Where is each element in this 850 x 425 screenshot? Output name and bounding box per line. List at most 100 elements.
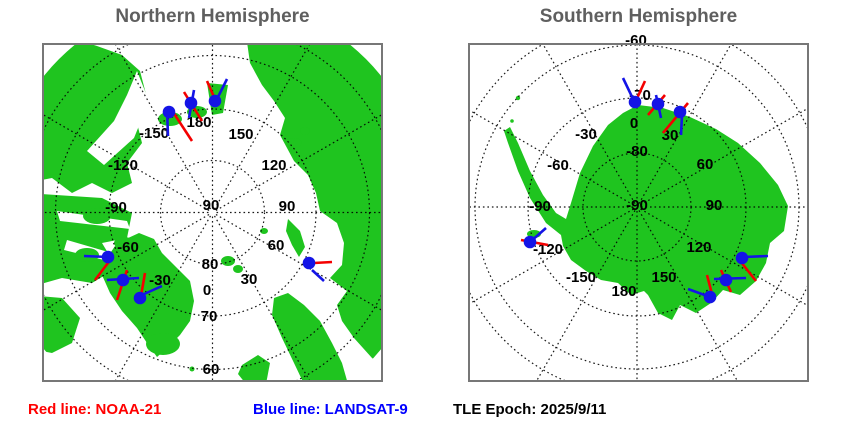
island-svalbard-1 — [221, 256, 235, 266]
legend: Red line: NOAA-21 Blue line: LANDSAT-9 T… — [0, 401, 850, 421]
longitude-label: 90 — [706, 197, 723, 214]
graticule-meridian-line — [114, 215, 212, 381]
longitude-label: 0 — [630, 115, 638, 132]
latitude-label: 70 — [201, 308, 218, 325]
south-map-title: Southern Hemisphere — [539, 6, 738, 27]
sno-crossing-dot — [133, 291, 147, 305]
island-laptev-1 — [286, 138, 302, 148]
longitude-label: -120 — [533, 241, 563, 258]
longitude-label: -60 — [117, 239, 139, 256]
longitude-label: 180 — [186, 114, 211, 131]
bering-strait-water — [87, 71, 149, 165]
sno-crossing-dot — [116, 273, 130, 287]
sno-crossing-dot — [101, 250, 115, 264]
landmass-scandinavia — [272, 293, 348, 381]
sno-crossing-dot — [703, 290, 717, 304]
longitude-label: 30 — [662, 127, 679, 144]
longitude-label: -150 — [139, 125, 169, 142]
longitude-label: 120 — [261, 157, 286, 174]
longitude-label: -30 — [575, 126, 597, 143]
landsat9-track-segment — [311, 269, 325, 282]
sno-crossing-dot — [719, 273, 733, 287]
longitude-label: -150 — [566, 269, 596, 286]
north-hemisphere-map: 180 150 -150 120 -120 90 -90 60 -60 30 -30 0 90 80 70 6… — [42, 43, 383, 382]
island-svalbard-2 — [233, 265, 243, 273]
north-label-layer: 180 150 -150 120 -120 90 -90 60 -60 30 -30 0 90 80 70 6… — [105, 114, 295, 378]
north-map-title: Northern Hemisphere — [115, 6, 310, 27]
longitude-label: 90 — [279, 198, 296, 215]
longitude-label: -60 — [547, 157, 569, 174]
latitude-label: 90 — [203, 197, 220, 214]
longitude-label: 180 — [611, 283, 636, 300]
south-map-frame — [468, 43, 809, 382]
sno-crossing-dot — [673, 105, 687, 119]
island-speck-2 — [510, 119, 514, 123]
noaa21-track-segment — [739, 261, 758, 282]
sno-crossing-dot — [162, 105, 176, 119]
latitude-label: -60 — [625, 32, 647, 49]
longitude-label: -90 — [529, 198, 551, 215]
sno-crossing-dot — [184, 96, 198, 110]
landmass-greenland — [102, 233, 194, 357]
graticule-meridian-line — [43, 213, 210, 312]
longitude-label: 60 — [697, 156, 714, 173]
longitude-label: 120 — [686, 239, 711, 256]
graticule-meridian-line — [469, 208, 634, 305]
graticule-parallel-circle — [159, 159, 266, 266]
graticule-meridian-line — [215, 113, 382, 212]
landmass-group — [43, 44, 382, 381]
latitude-label: 60 — [203, 361, 220, 378]
south-hemisphere-map: 030-3060-6090-90120-120150-150180-60-70-… — [468, 32, 809, 382]
island-franz-josef — [260, 228, 268, 234]
island-novaya-zemlya — [286, 219, 305, 257]
graticule-meridian-line — [535, 210, 636, 381]
sno-crossing-dot — [628, 95, 642, 109]
longitude-label: -90 — [105, 199, 127, 216]
landmass-eurasia — [245, 44, 382, 378]
north-map-frame — [42, 43, 383, 382]
graticule-meridian-line — [638, 210, 739, 381]
south-marker-layer — [520, 77, 769, 304]
legend-noaa21: Red line: NOAA-21 — [28, 401, 162, 418]
landmass-antarctica — [504, 105, 788, 320]
graticule-meridian-line — [638, 44, 732, 204]
landmass-britain — [238, 355, 270, 381]
sno-crossing-dot — [735, 251, 749, 265]
graticule-meridian-line — [542, 44, 636, 204]
sno-crossing-dot — [208, 94, 222, 108]
island-faroe — [189, 366, 195, 372]
sno-crossing-dot — [523, 235, 537, 249]
legend-landsat9: Blue line: LANDSAT-9 — [253, 401, 408, 418]
longitude-label: -120 — [108, 157, 138, 174]
landmass-quebec — [43, 295, 80, 353]
north-landmass-layer — [43, 44, 382, 381]
sno-crossing-dot — [651, 97, 665, 111]
landsat9-track-segment — [141, 284, 163, 297]
legend-tle-epoch: TLE Epoch: 2025/9/11 — [453, 401, 607, 418]
longitude-label: 30 — [241, 271, 258, 288]
latitude-label: -80 — [626, 143, 648, 160]
latitude-label: -90 — [626, 197, 648, 214]
longitude-label: 150 — [651, 269, 676, 286]
longitude-label: 0 — [203, 282, 211, 299]
longitude-label: -30 — [149, 272, 171, 289]
sno-crossing-dot — [302, 256, 316, 270]
island-laptev-2 — [300, 127, 310, 135]
island-speck-1 — [515, 95, 521, 101]
landmass-alaska-chukotka — [43, 44, 147, 193]
graticule-meridian-line — [640, 208, 808, 307]
graticule-meridian-line — [469, 109, 634, 206]
longitude-label: 60 — [268, 237, 285, 254]
north-marker-layer — [83, 78, 333, 305]
noaa21-track-segment — [313, 260, 333, 265]
graticule-meridian-line — [43, 113, 210, 212]
north-graticule-layer — [43, 44, 382, 381]
graticule-meridian-line — [640, 107, 808, 206]
landsat9-track-segment — [679, 114, 684, 136]
graticule-meridian-line — [213, 44, 311, 210]
graticule-meridian-line — [114, 44, 212, 210]
graticule-meridian-line — [215, 213, 382, 312]
island-iceland — [146, 333, 180, 355]
latitude-label: 80 — [202, 256, 219, 273]
